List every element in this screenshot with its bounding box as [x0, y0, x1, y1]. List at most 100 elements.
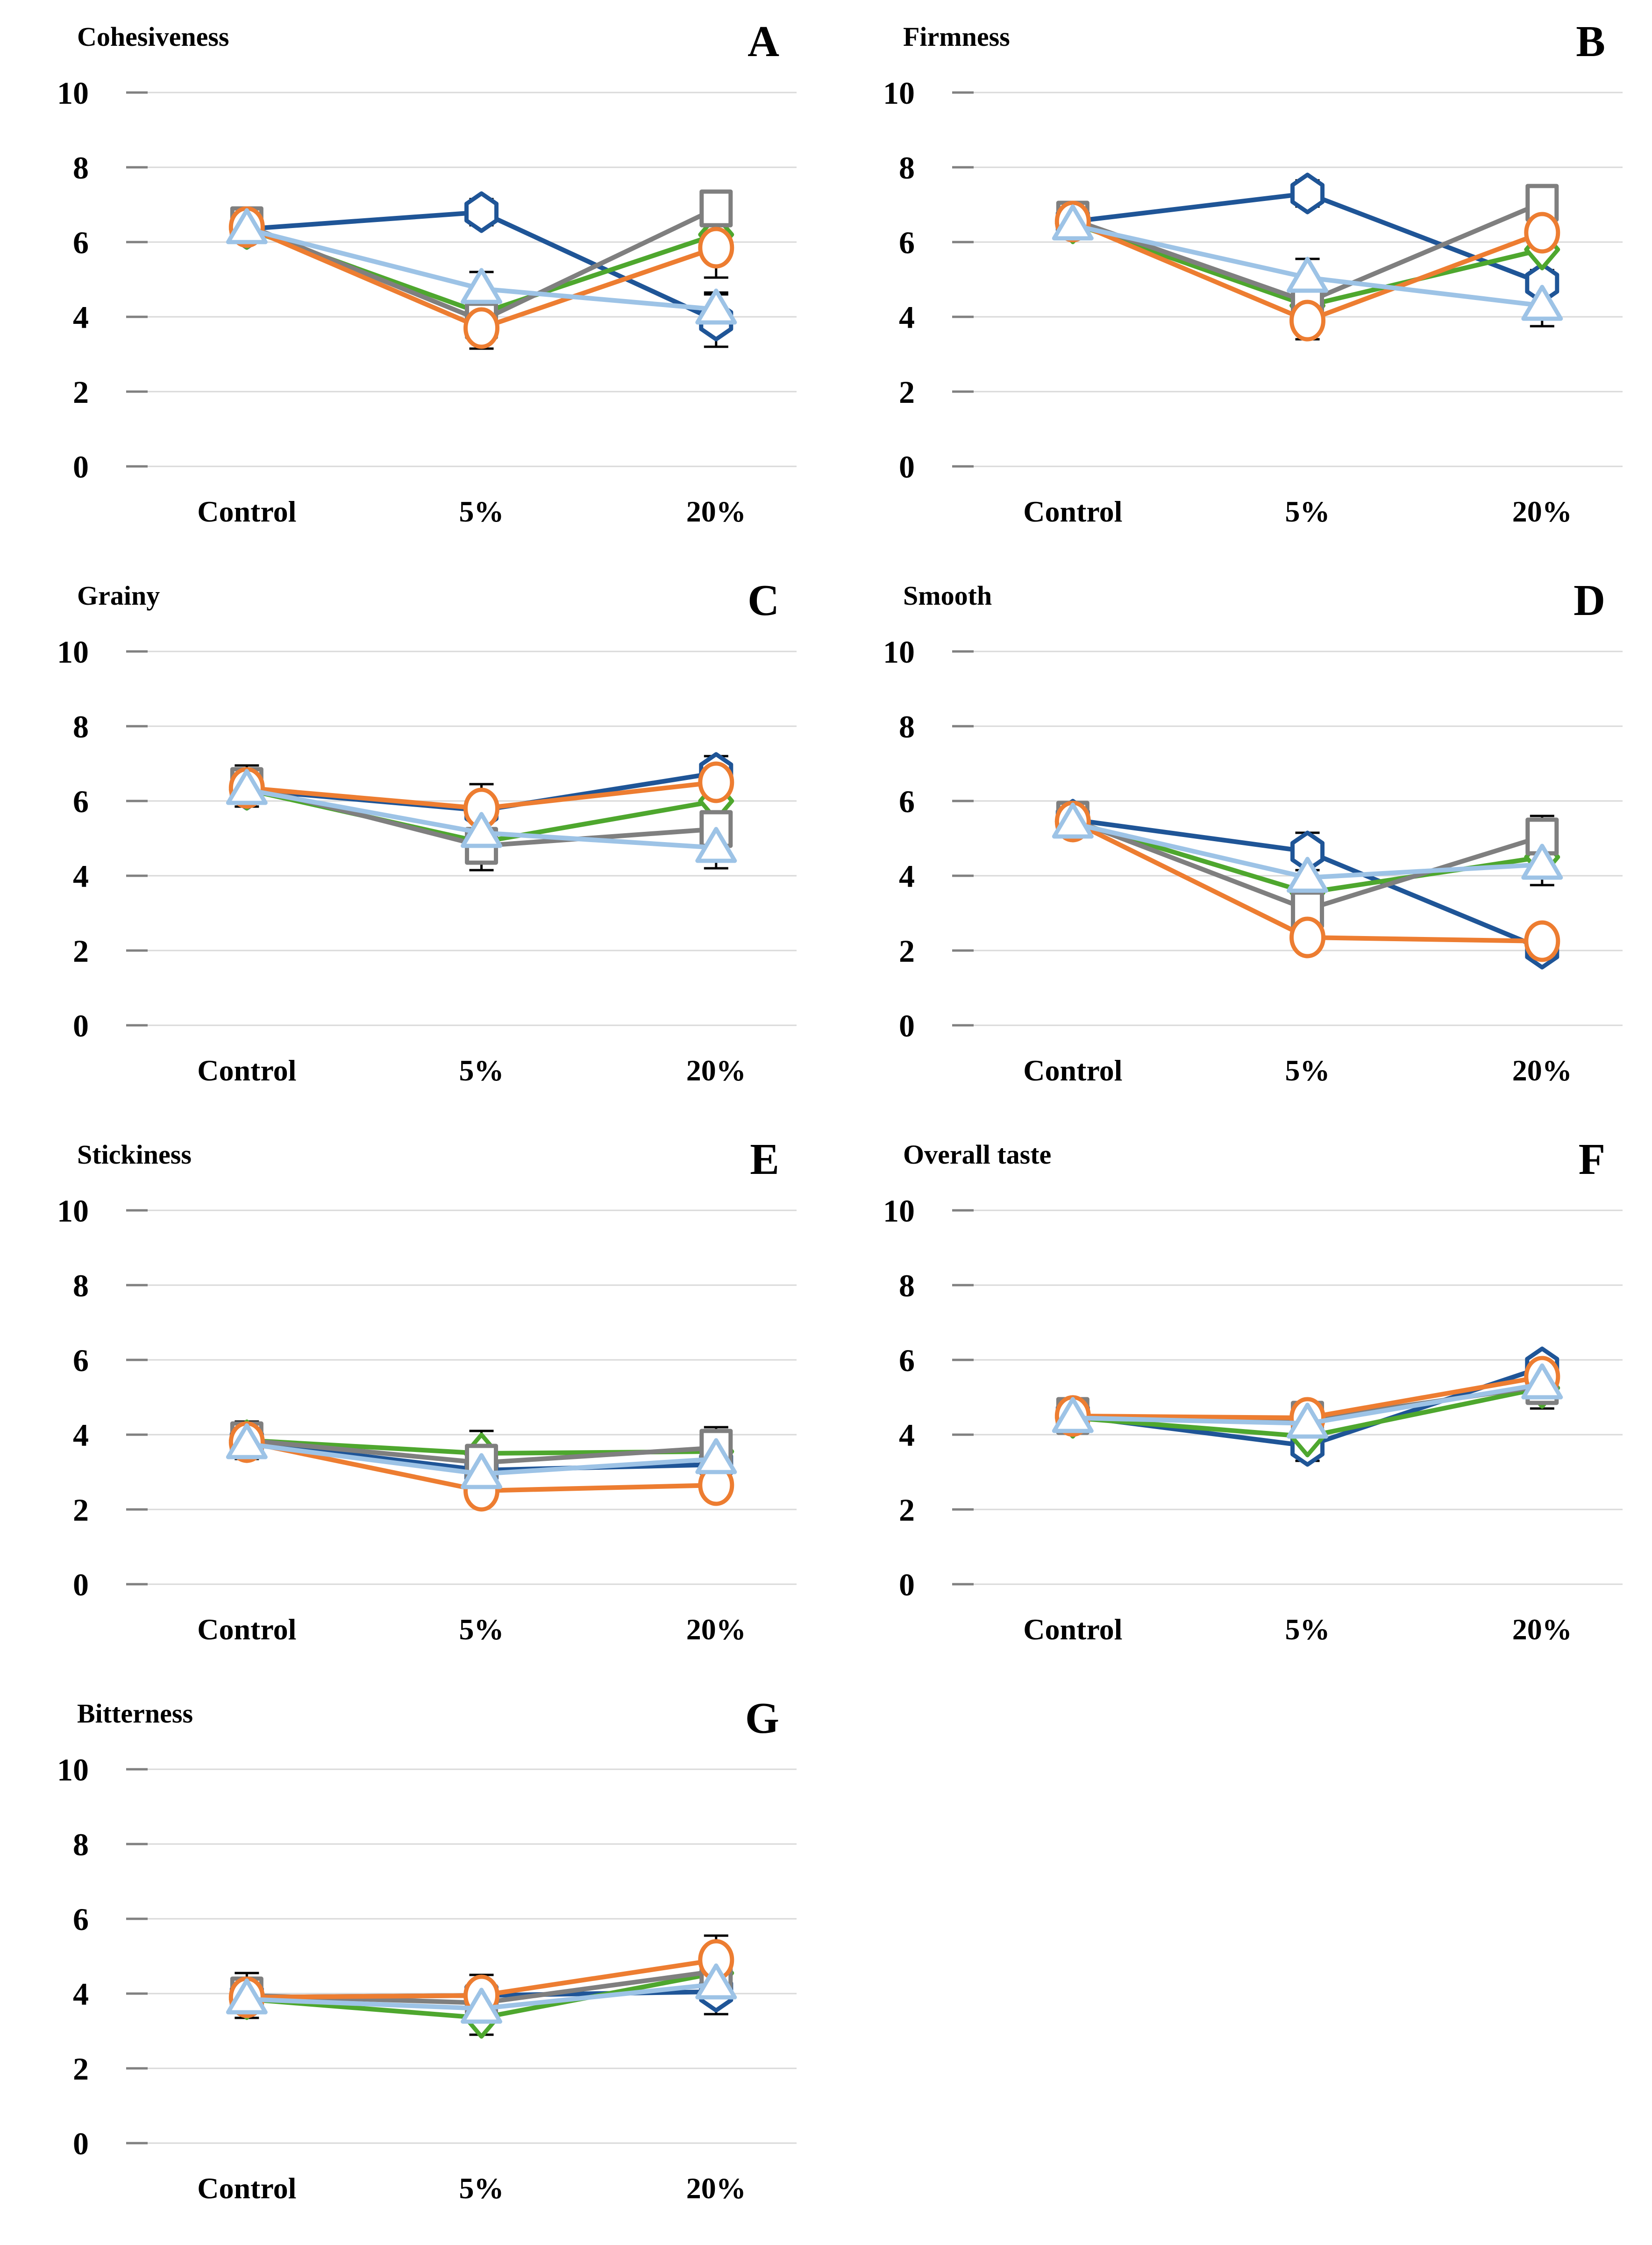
marker-triangle: [461, 812, 503, 848]
x-category-label: Control: [1023, 495, 1122, 528]
y-tick-label: 2: [899, 374, 915, 410]
y-tick-label: 6: [899, 1343, 915, 1378]
x-category-label: 5%: [1285, 1054, 1330, 1087]
x-category-label: 20%: [686, 1054, 746, 1087]
marker-triangle: [461, 1988, 503, 2024]
panel-title: Firmness: [903, 21, 1010, 52]
chart-svg-A: Cohesiveness A 10 8 6 4 2 0 Control 5% 20%: [57, 17, 797, 528]
chart-svg-F: Overall taste F 10 8 6 4 2 0 Control 5% 20%: [883, 1135, 1623, 1646]
marker-circle: [698, 761, 734, 803]
y-tick-label: 4: [73, 1417, 89, 1453]
y-tick-label: 10: [883, 75, 915, 111]
marker-hexagon: [1290, 172, 1325, 214]
y-tick-label: 6: [73, 1902, 89, 1937]
x-category-label: 5%: [1285, 495, 1330, 528]
y-tick-label: 10: [883, 634, 915, 670]
x-category-label: 20%: [686, 1613, 746, 1646]
y-tick-label: 6: [73, 225, 89, 260]
x-category-label: 5%: [1285, 1613, 1330, 1646]
y-tick-label: 4: [73, 858, 89, 894]
y-tick-label: 0: [73, 1008, 89, 1044]
marker-circle: [1289, 300, 1326, 342]
x-category-label: 5%: [459, 1054, 504, 1087]
chart-svg-B: Firmness B 10 8 6 4 2 0 Control 5% 20%: [883, 17, 1623, 528]
panel-letter: A: [748, 17, 779, 66]
panel-e-stickiness: Stickiness E 10 8 6 4 2 0 Control 5% 20%: [0, 1122, 826, 1680]
x-category-label: 20%: [1512, 495, 1572, 528]
y-tick-label: 6: [899, 225, 915, 260]
y-tick-label: 4: [73, 1976, 89, 2012]
y-tick-label: 8: [73, 150, 89, 186]
chart-svg-D: Smooth D 10 8 6 4 2 0 Control 5% 20%: [883, 576, 1623, 1087]
chart-svg-E: Stickiness E 10 8 6 4 2 0 Control 5% 20%: [57, 1135, 797, 1646]
x-category-label: 5%: [459, 1613, 504, 1646]
panel-c-grainy: Grainy C 10 8 6 4 2 0 Control 5% 20%: [0, 563, 826, 1122]
y-tick-label: 2: [899, 1492, 915, 1528]
marker-triangle: [1521, 1363, 1563, 1400]
y-tick-label: 10: [57, 1193, 89, 1229]
marker-hexagon: [464, 191, 499, 233]
y-tick-label: 0: [899, 449, 915, 485]
y-tick-label: 10: [883, 1193, 915, 1229]
x-category-label: 20%: [686, 495, 746, 528]
panel-g-bitterness: Bitterness G 10 8 6 4 2 0 Control 5% 20%: [0, 1680, 826, 2239]
marker-triangle: [1052, 204, 1094, 241]
y-tick-label: 4: [73, 300, 89, 335]
x-category-label: Control: [197, 1054, 296, 1087]
y-tick-label: 8: [899, 1268, 915, 1303]
marker-circle: [463, 307, 500, 349]
panel-letter: G: [745, 1694, 779, 1743]
y-tick-label: 10: [57, 1752, 89, 1787]
marker-triangle: [1052, 1397, 1094, 1433]
y-tick-label: 0: [899, 1567, 915, 1602]
x-category-label: Control: [1023, 1054, 1122, 1087]
marker-triangle: [461, 268, 503, 304]
y-tick-label: 4: [899, 1417, 915, 1453]
y-tick-label: 2: [73, 2051, 89, 2087]
panel-letter: D: [1574, 576, 1605, 625]
x-category-label: Control: [197, 1613, 296, 1646]
y-tick-label: 2: [73, 1492, 89, 1528]
marker-triangle: [1287, 1402, 1329, 1439]
chart-svg-C: Grainy C 10 8 6 4 2 0 Control 5% 20%: [57, 576, 797, 1087]
marker-triangle: [1287, 857, 1329, 893]
y-tick-label: 0: [899, 1008, 915, 1044]
x-category-label: Control: [197, 2172, 296, 2205]
x-category-label: 5%: [459, 495, 504, 528]
panel-letter: C: [748, 576, 779, 625]
y-tick-label: 10: [57, 634, 89, 670]
y-tick-label: 2: [73, 933, 89, 969]
x-category-label: 20%: [1512, 1054, 1572, 1087]
y-tick-label: 0: [73, 1567, 89, 1602]
x-category-label: 5%: [459, 2172, 504, 2205]
marker-triangle: [1521, 285, 1563, 321]
y-tick-label: 8: [73, 1268, 89, 1303]
marker-triangle: [1521, 844, 1563, 880]
marker-triangle: [1052, 802, 1094, 839]
marker-circle: [1524, 920, 1560, 962]
y-tick-label: 6: [899, 784, 915, 819]
x-category-label: Control: [197, 495, 296, 528]
marker-square: [699, 189, 733, 228]
y-tick-label: 8: [899, 709, 915, 744]
marker-triangle: [226, 769, 268, 805]
panel-letter: F: [1579, 1135, 1605, 1184]
y-tick-label: 0: [73, 2126, 89, 2161]
panel-b-firmness: Firmness B 10 8 6 4 2 0 Control 5% 20%: [826, 4, 1652, 563]
x-category-label: 20%: [1512, 1613, 1572, 1646]
marker-triangle: [695, 288, 737, 325]
marker-circle: [1289, 916, 1326, 958]
panel-title: Cohesiveness: [77, 21, 229, 52]
marker-triangle: [461, 1453, 503, 1489]
panel-title: Grainy: [77, 580, 160, 611]
y-tick-label: 10: [57, 75, 89, 111]
panel-title: Smooth: [903, 580, 992, 611]
y-tick-label: 8: [73, 1827, 89, 1862]
panel-letter: E: [750, 1135, 779, 1184]
panel-title: Overall taste: [903, 1139, 1051, 1170]
y-tick-label: 6: [73, 1343, 89, 1378]
marker-circle: [1524, 212, 1560, 254]
marker-triangle: [695, 1438, 737, 1474]
y-tick-label: 8: [73, 709, 89, 744]
marker-triangle: [1287, 257, 1329, 293]
